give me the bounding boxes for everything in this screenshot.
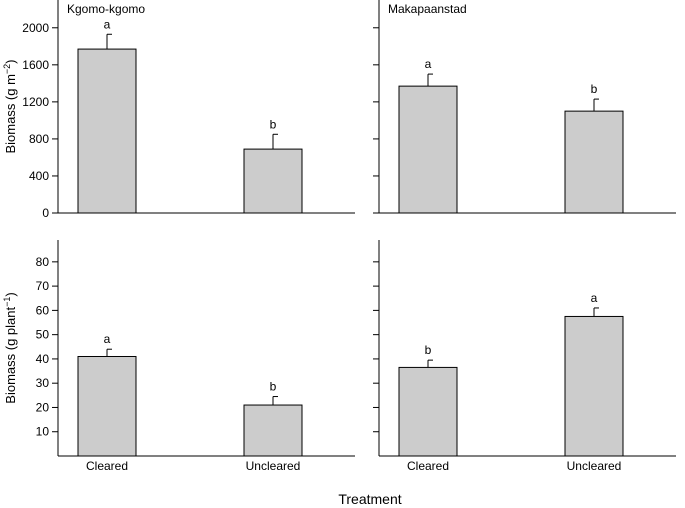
y-tick-label: 50 bbox=[36, 328, 50, 342]
y-tick-label: 800 bbox=[29, 132, 49, 146]
bar-uncleared bbox=[244, 149, 302, 213]
bar-uncleared bbox=[244, 405, 302, 456]
y-tick-label: 70 bbox=[36, 279, 50, 293]
x-tick-label: Cleared bbox=[86, 459, 128, 473]
bar-cleared bbox=[78, 356, 136, 456]
significance-letter: a bbox=[591, 291, 598, 305]
panel-top-left: 0 400 800 1200 1600 2000 Kgomo-kgomo Biomass (g… bbox=[2, 0, 355, 220]
y-tick-label: 60 bbox=[36, 303, 50, 317]
significance-letter: a bbox=[104, 17, 111, 31]
significance-letter: b bbox=[425, 343, 432, 357]
panel-title: Makapaanstad bbox=[388, 2, 467, 16]
panel-bottom-right: b Cleared a Uncleared bbox=[373, 240, 676, 473]
bar-cleared bbox=[78, 49, 136, 213]
y-tick-label: 1200 bbox=[22, 95, 49, 109]
y-tick-label: 2000 bbox=[22, 21, 49, 35]
significance-letter: b bbox=[270, 117, 277, 131]
significance-letter: b bbox=[270, 380, 277, 394]
x-tick-label: Uncleared bbox=[567, 459, 622, 473]
y-tick-label: 10 bbox=[36, 425, 50, 439]
x-tick-label: Cleared bbox=[407, 459, 449, 473]
x-tick-label: Uncleared bbox=[246, 459, 301, 473]
panel-title: Kgomo-kgomo bbox=[67, 2, 145, 16]
significance-letter: b bbox=[591, 82, 598, 96]
x-axis-label: Treatment bbox=[338, 491, 401, 507]
panel-top-right: Makapaanstad a b bbox=[373, 0, 676, 213]
panels: 0 400 800 1200 1600 2000 Kgomo-kgomo Biomass (g… bbox=[2, 0, 676, 473]
y-axis-label: Biomass (g plant−1) bbox=[2, 292, 18, 403]
significance-letter: a bbox=[425, 57, 432, 71]
panel-bottom-left: 10 20 30 40 50 60 70 80 Biomass (g plant−1) a Clea… bbox=[2, 240, 355, 473]
y-tick-label: 1600 bbox=[22, 58, 49, 72]
bar-cleared bbox=[399, 86, 457, 213]
y-tick-label: 0 bbox=[42, 206, 49, 220]
y-tick-label: 30 bbox=[36, 376, 50, 390]
significance-letter: a bbox=[104, 332, 111, 346]
y-tick-label: 40 bbox=[36, 352, 50, 366]
y-tick-label: 20 bbox=[36, 400, 50, 414]
figure: 0 400 800 1200 1600 2000 Kgomo-kgomo Biomass (g… bbox=[0, 0, 685, 508]
y-tick-label: 400 bbox=[29, 169, 49, 183]
bar-cleared bbox=[399, 367, 457, 456]
y-axis-label: Biomass (g m−2) bbox=[2, 59, 18, 153]
y-tick-label: 80 bbox=[36, 255, 50, 269]
bar-uncleared bbox=[565, 111, 623, 213]
bar-uncleared bbox=[565, 316, 623, 456]
